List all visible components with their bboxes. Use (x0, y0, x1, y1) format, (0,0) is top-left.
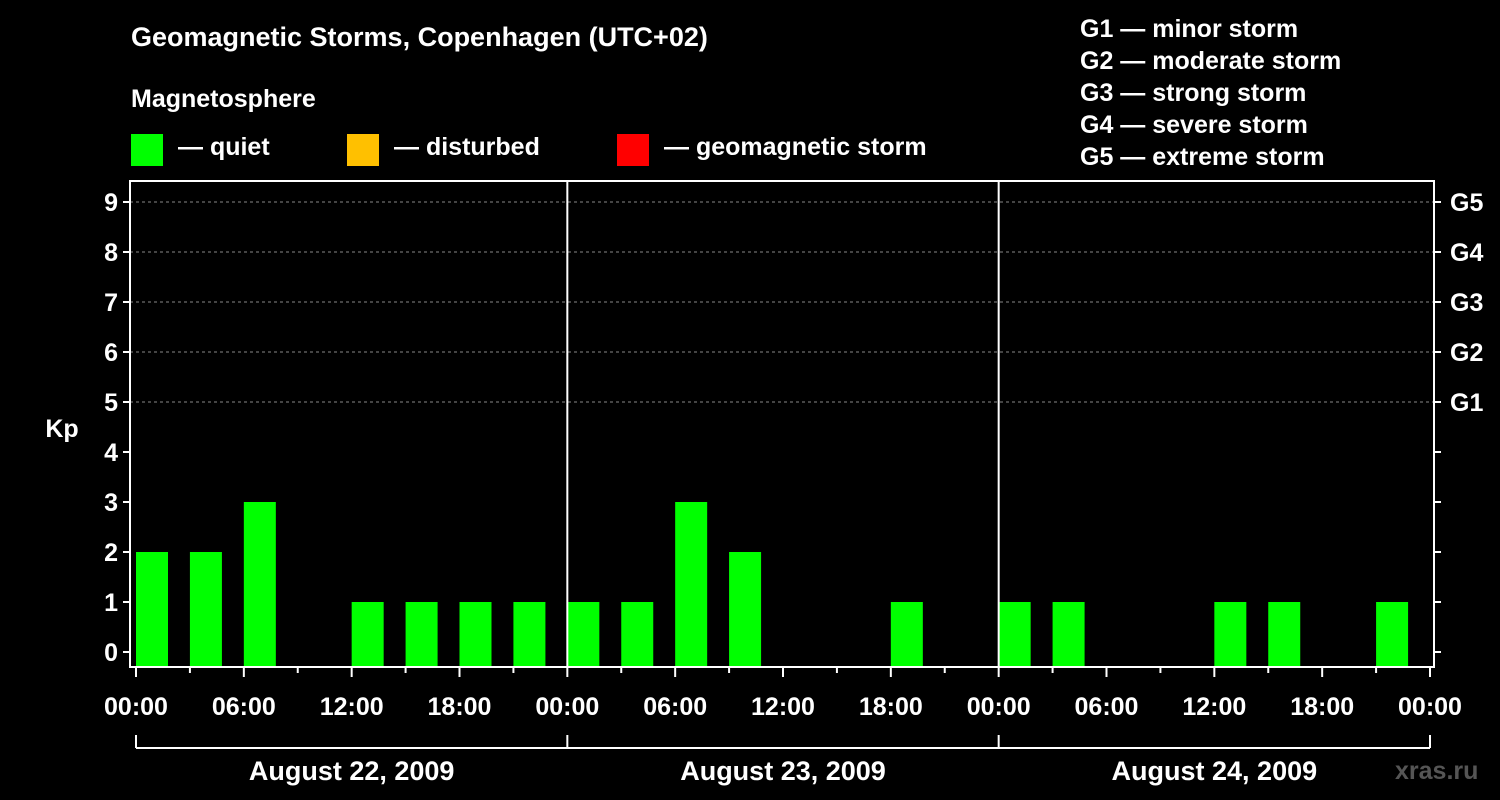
y-axis-title: Kp (45, 415, 78, 443)
x-tick-label: 00:00 (104, 693, 168, 721)
kp-bar (189, 552, 222, 667)
g-level-label: G2 (1450, 339, 1483, 367)
y-tick-label: 1 (104, 589, 118, 617)
storm-level-g5: G5 — extreme storm (1080, 143, 1325, 171)
x-tick-label: 12:00 (751, 693, 815, 721)
x-tick-label: 00:00 (1398, 693, 1462, 721)
date-label: August 22, 2009 (249, 756, 455, 786)
y-tick-label: 5 (104, 389, 118, 417)
watermark: xras.ru (1395, 757, 1479, 785)
x-tick-label: 00:00 (967, 693, 1031, 721)
kp-bar (998, 602, 1031, 667)
legend-swatch-disturbed (347, 134, 379, 166)
legend-label-disturbed: — disturbed (394, 133, 540, 161)
kp-bar (621, 602, 654, 667)
kp-bar (729, 552, 762, 667)
storm-level-g3: G3 — strong storm (1080, 79, 1307, 107)
x-tick-label: 12:00 (320, 693, 384, 721)
kp-bar (1376, 602, 1409, 667)
x-tick-label: 18:00 (428, 693, 492, 721)
kp-bar (567, 602, 600, 667)
y-tick-label: 6 (104, 339, 118, 367)
date-label: August 23, 2009 (680, 756, 886, 786)
plot-frame (129, 180, 1435, 668)
kp-bar (459, 602, 492, 667)
y-tick-label: 8 (104, 239, 118, 267)
x-tick-label: 06:00 (212, 693, 276, 721)
g-level-label: G3 (1450, 289, 1483, 317)
x-tick-label: 06:00 (643, 693, 707, 721)
kp-bar (513, 602, 546, 667)
y-tick-label: 2 (104, 539, 118, 567)
kp-bar (351, 602, 384, 667)
y-tick-label: 0 (104, 639, 118, 667)
g-level-label: G4 (1450, 239, 1483, 267)
date-label: August 24, 2009 (1112, 756, 1318, 786)
kp-bar (405, 602, 438, 667)
legend-heading: Magnetosphere (131, 85, 316, 113)
y-tick-label: 3 (104, 489, 118, 517)
x-tick-label: 06:00 (1075, 693, 1139, 721)
y-tick-label: 7 (104, 289, 118, 317)
x-tick-label: 18:00 (859, 693, 923, 721)
legend-label-quiet: — quiet (178, 133, 270, 161)
kp-bar (1214, 602, 1247, 667)
chart-title: Geomagnetic Storms, Copenhagen (UTC+02) (131, 22, 708, 52)
legend-swatch-storm (617, 134, 649, 166)
kp-bar (1052, 602, 1085, 667)
kp-bar (675, 502, 708, 667)
x-tick-label: 12:00 (1182, 693, 1246, 721)
kp-bar (136, 552, 168, 667)
y-tick-label: 4 (104, 439, 118, 467)
x-tick-label: 18:00 (1290, 693, 1354, 721)
legend-label-storm: — geomagnetic storm (664, 133, 927, 161)
kp-bar (243, 502, 276, 667)
kp-bar (890, 602, 923, 667)
storm-level-g4: G4 — severe storm (1080, 111, 1308, 139)
y-tick-label: 9 (104, 189, 118, 217)
storm-level-g2: G2 — moderate storm (1080, 47, 1342, 75)
kp-bar (1268, 602, 1301, 667)
storm-level-g1: G1 — minor storm (1080, 15, 1299, 43)
g-level-label: G1 (1450, 389, 1483, 417)
g-level-label: G5 (1450, 189, 1483, 217)
legend-swatch-quiet (131, 134, 163, 166)
x-tick-label: 00:00 (535, 693, 599, 721)
